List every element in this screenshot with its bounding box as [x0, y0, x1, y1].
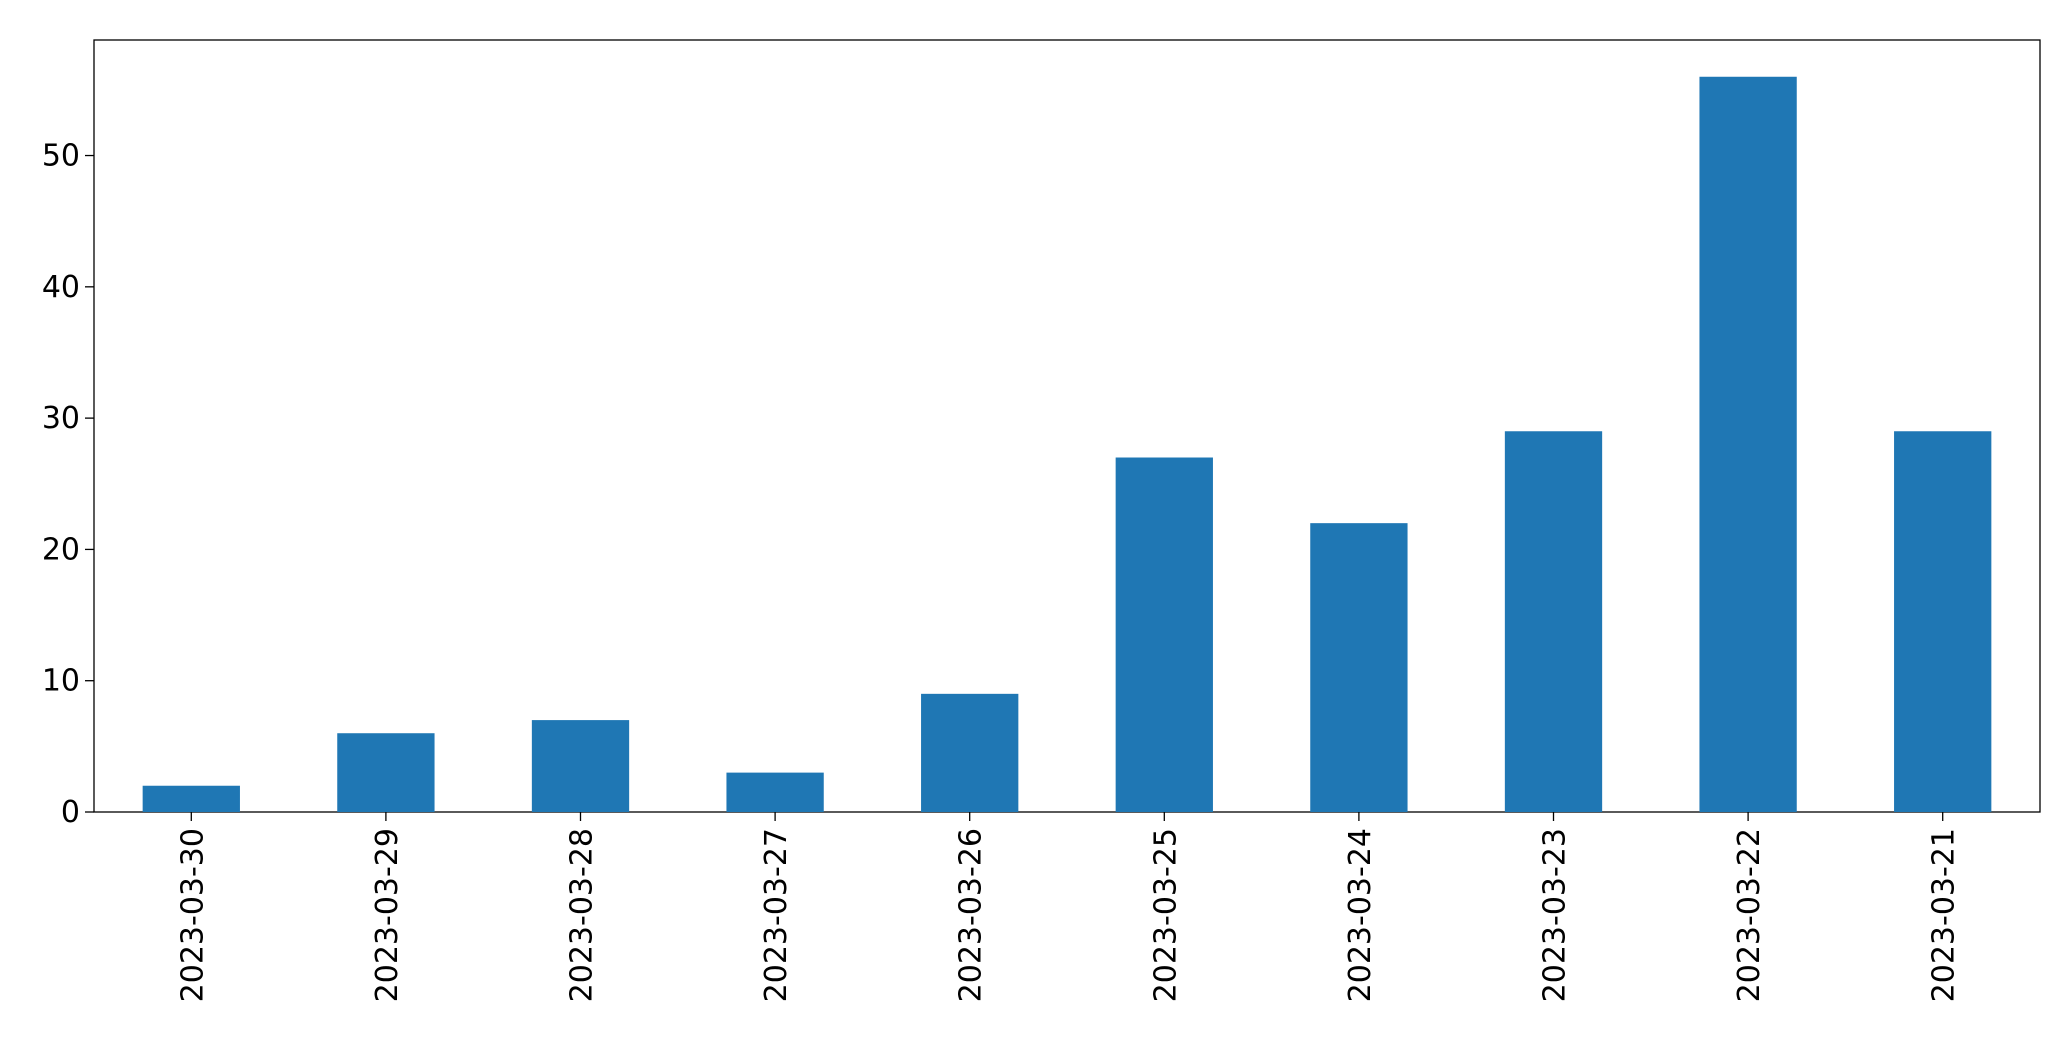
y-tick-label: 10 — [42, 664, 80, 699]
y-tick-label: 0 — [61, 795, 80, 830]
bar — [726, 772, 824, 812]
x-tick-label: 2023-03-26 — [954, 828, 989, 1002]
x-tick-label: 2023-03-21 — [1927, 828, 1962, 1002]
y-tick-label: 20 — [42, 532, 80, 567]
y-tick-label: 30 — [42, 401, 80, 436]
bar — [1310, 523, 1408, 812]
bar — [1115, 457, 1213, 812]
bar — [531, 720, 630, 812]
bar — [142, 785, 240, 812]
x-tick-label: 2023-03-29 — [370, 828, 405, 1002]
bar — [1699, 76, 1797, 812]
bar — [1894, 431, 1992, 812]
x-tick-label: 2023-03-28 — [565, 828, 600, 1002]
x-tick-label: 2023-03-30 — [175, 828, 210, 1002]
bar — [921, 693, 1019, 812]
x-tick-label: 2023-03-22 — [1732, 828, 1767, 1002]
x-tick-label: 2023-03-25 — [1148, 828, 1183, 1002]
x-tick-label: 2023-03-27 — [759, 828, 794, 1002]
bar — [337, 733, 435, 812]
y-tick-label: 40 — [42, 270, 80, 305]
plot-frame — [93, 39, 2041, 813]
y-tick-label: 50 — [42, 139, 80, 174]
bar — [1504, 431, 1603, 812]
x-tick-label: 2023-03-24 — [1343, 828, 1378, 1002]
x-tick-label: 2023-03-23 — [1538, 828, 1573, 1002]
